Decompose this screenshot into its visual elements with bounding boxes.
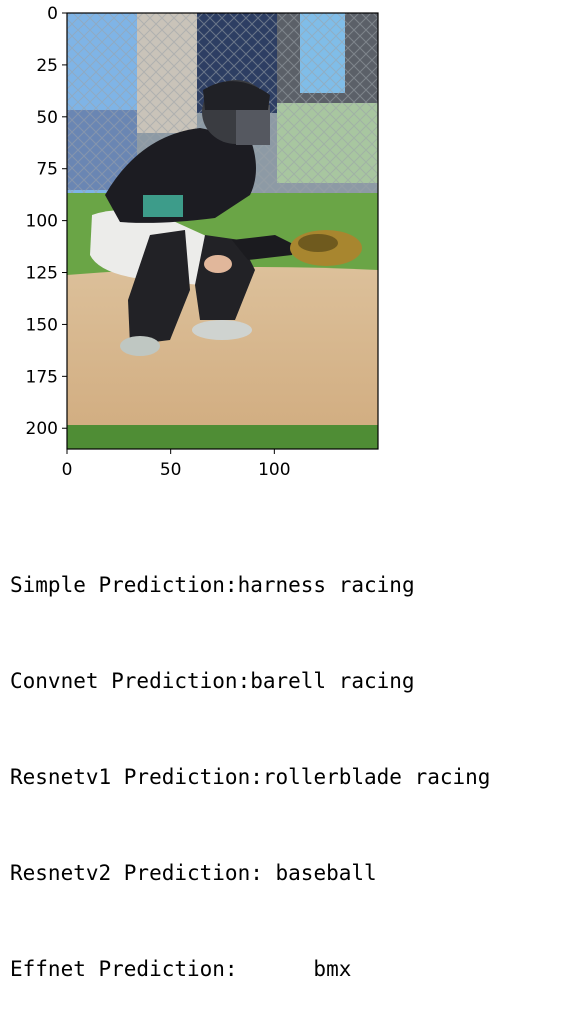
- y-tick-label: 200: [26, 419, 58, 439]
- prediction-line-simple: Simple Prediction:harness racing: [10, 573, 415, 597]
- y-tick-label: 125: [26, 264, 58, 284]
- catcher-figure: [90, 80, 362, 356]
- y-tick-label: 100: [26, 212, 58, 232]
- prediction-output: Simple Prediction:harness racing Convnet…: [10, 505, 490, 1017]
- x-axis: 0 50 100: [62, 449, 291, 480]
- y-tick-label: 175: [26, 367, 58, 387]
- prediction-line-resnetv1: Resnetv1 Prediction:rollerblade racing: [10, 765, 491, 789]
- image-plot: 0 25 50 75 100 125 150 175 200 0 50 100: [26, 4, 379, 480]
- y-axis: 0 25 50 75 100 125 150 175 200: [26, 4, 67, 439]
- prediction-line-resnetv2: Resnetv2 Prediction: baseball: [10, 861, 377, 885]
- y-tick-label: 50: [36, 108, 58, 128]
- photo: [67, 13, 378, 449]
- y-tick-label: 0: [47, 4, 58, 24]
- x-tick-label: 0: [62, 460, 73, 480]
- plot-frame: [66, 12, 379, 450]
- x-tick-label: 100: [258, 460, 290, 480]
- y-tick-label: 150: [26, 315, 58, 335]
- x-tick-label: 50: [160, 460, 182, 480]
- prediction-line-effnet: Effnet Prediction: bmx: [10, 957, 352, 981]
- y-tick-label: 25: [36, 56, 58, 76]
- y-tick-label: 75: [36, 160, 58, 180]
